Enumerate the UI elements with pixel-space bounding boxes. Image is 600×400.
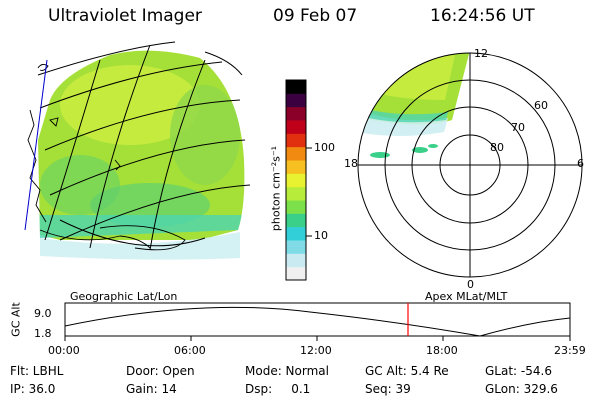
info-mode: Mode: Normal	[245, 364, 329, 378]
timeline-xtick-3: 18:00	[426, 344, 458, 357]
polar-lat-70: 70	[511, 121, 525, 134]
timeline-ytick-max: 9.0	[34, 307, 52, 320]
colorbar-band	[286, 266, 306, 281]
header-date: 09 Feb 07	[273, 6, 358, 26]
timeline-right-title: Apex MLat/MLT	[425, 290, 508, 303]
info-gain: Gain: 14	[126, 382, 177, 396]
colorbar-tick-100: 100	[314, 141, 335, 154]
colorbar-band	[286, 226, 306, 241]
polar-mlt-0: 0	[467, 278, 474, 291]
colorbar-band	[286, 133, 306, 148]
colorbar-band	[286, 80, 306, 94]
timeline-ytick-min: 1.8	[34, 327, 52, 340]
colorbar-band	[286, 253, 306, 268]
colorbar-band	[286, 160, 306, 174]
timeline-xtick-4: 23:59	[554, 344, 586, 357]
timeline-ylabel: GC Alt	[9, 302, 23, 337]
colorbar-tick-10: 10	[314, 229, 328, 242]
timeline-xtick-0: 00:00	[48, 344, 80, 357]
colorbar-band	[286, 120, 306, 134]
info-seq: Seq: 39	[365, 382, 411, 396]
geographic-image	[24, 41, 251, 260]
polar-lat-60: 60	[534, 99, 548, 112]
info-glon: GLon: 329.6	[485, 382, 558, 396]
polar-mlt-12: 12	[474, 47, 488, 60]
info-door: Door: Open	[126, 364, 195, 378]
colorbar	[285, 79, 312, 281]
info-dsp: Dsp: 0.1	[245, 382, 311, 396]
colorbar-label: photon cm⁻²s⁻¹	[269, 145, 283, 232]
polar-mlt-18: 18	[344, 157, 358, 170]
colorbar-band	[286, 173, 306, 188]
polar-mlt-6: 6	[577, 157, 584, 170]
timeline-plot	[64, 302, 571, 341]
colorbar-band	[286, 240, 306, 254]
app-title: Ultraviolet Imager	[48, 6, 202, 26]
colorbar-band	[286, 213, 306, 228]
colorbar-band	[286, 186, 306, 201]
colorbar-band	[286, 106, 306, 121]
colorbar-band	[286, 93, 306, 108]
info-glat: GLat: -54.6	[485, 364, 552, 378]
timeline-left-title: Geographic Lat/Lon	[70, 290, 178, 303]
info-gc-alt: GC Alt: 5.4 Re	[365, 364, 449, 378]
colorbar-band	[286, 200, 306, 214]
timeline-xtick-1: 06:00	[174, 344, 206, 357]
polar-plot	[357, 52, 583, 278]
info-filter: Flt: LBHL	[10, 364, 64, 378]
header-time: 16:24:56 UT	[430, 6, 535, 26]
info-ip: IP: 36.0	[10, 382, 56, 396]
polar-lat-80: 80	[490, 141, 504, 154]
timeline-xtick-2: 12:00	[300, 344, 332, 357]
colorbar-band	[286, 146, 306, 161]
